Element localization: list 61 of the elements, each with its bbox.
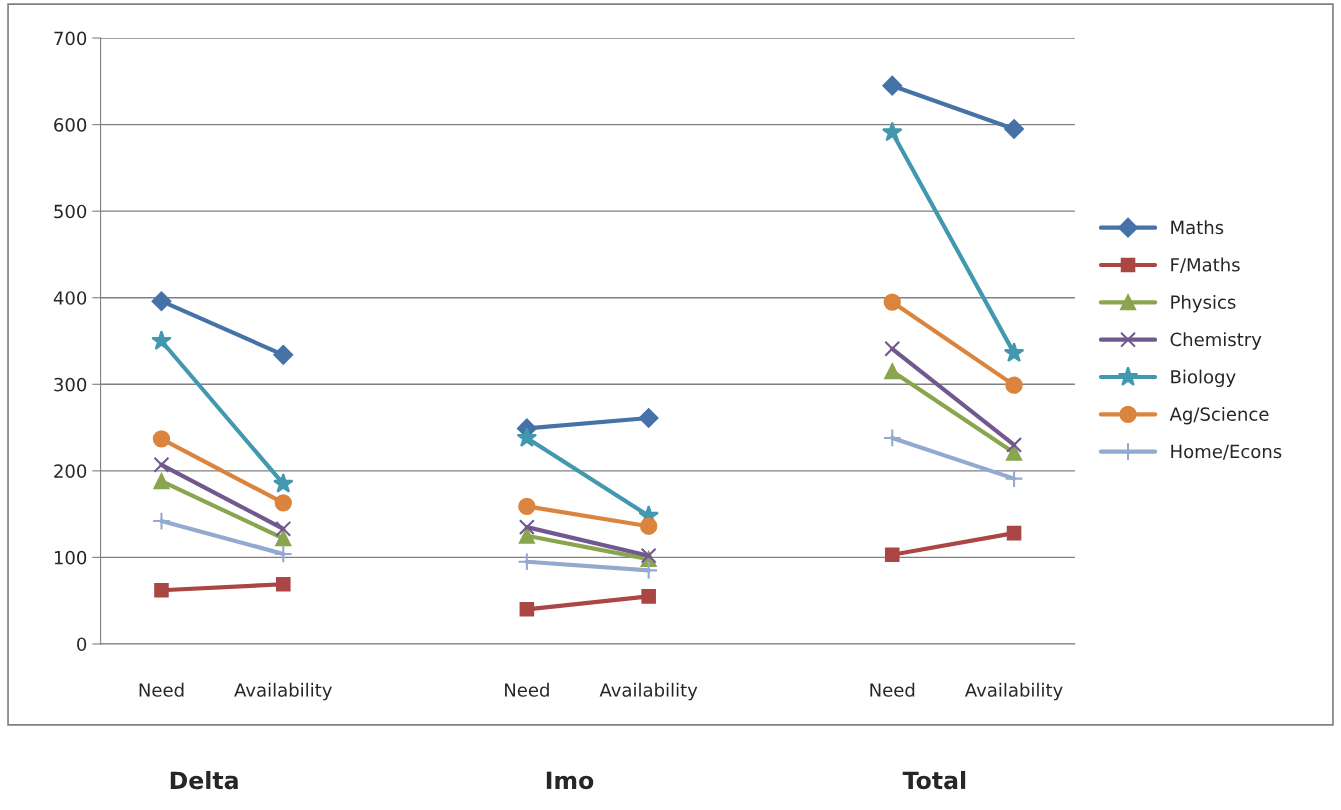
point bbox=[882, 75, 903, 96]
point bbox=[274, 494, 292, 512]
point bbox=[273, 544, 293, 564]
point bbox=[151, 330, 172, 350]
point bbox=[153, 456, 170, 473]
point bbox=[640, 547, 657, 564]
point bbox=[518, 519, 535, 536]
point bbox=[638, 408, 659, 428]
y-tick-label: 300 bbox=[54, 377, 87, 392]
legend-label: Physics bbox=[1171, 294, 1236, 313]
y-tick-label: 600 bbox=[54, 118, 87, 132]
point bbox=[882, 428, 902, 448]
point bbox=[1005, 376, 1023, 394]
y-tick-label: 0 bbox=[77, 637, 87, 652]
y-tick-label: 500 bbox=[54, 204, 87, 219]
point bbox=[152, 511, 171, 531]
legend-label: F/Maths bbox=[1171, 257, 1240, 273]
point bbox=[1003, 342, 1025, 363]
point bbox=[884, 547, 900, 563]
legend-label: Ag/Science bbox=[1169, 406, 1269, 425]
point bbox=[883, 293, 901, 311]
point bbox=[275, 530, 292, 547]
point bbox=[518, 527, 535, 544]
text: Total bbox=[902, 770, 966, 790]
point bbox=[275, 576, 291, 592]
point bbox=[881, 121, 903, 142]
x-tick-label: Need bbox=[505, 682, 549, 697]
point bbox=[1006, 436, 1023, 453]
legend-label: Maths bbox=[1171, 220, 1224, 235]
y-tick-label: 200 bbox=[54, 464, 87, 478]
point bbox=[154, 583, 169, 598]
point bbox=[151, 291, 172, 312]
legend-label: Home/Econs bbox=[1171, 444, 1282, 460]
point bbox=[1004, 119, 1024, 139]
point bbox=[516, 427, 538, 447]
point bbox=[641, 589, 656, 604]
point bbox=[275, 520, 292, 537]
point bbox=[519, 602, 535, 617]
point bbox=[517, 552, 537, 572]
point bbox=[884, 340, 901, 357]
point bbox=[518, 497, 536, 516]
point bbox=[153, 473, 170, 490]
text: Delta bbox=[170, 770, 238, 790]
x-tick-label: Availability bbox=[964, 682, 1063, 701]
legend-label: Chemistry bbox=[1170, 332, 1262, 350]
point bbox=[884, 363, 901, 380]
point bbox=[152, 430, 171, 448]
point bbox=[1006, 525, 1022, 541]
text: Imo bbox=[546, 771, 594, 790]
x-tick-label: Availability bbox=[599, 682, 698, 701]
y-tick-label: 400 bbox=[53, 291, 87, 305]
point bbox=[272, 473, 294, 493]
y-tick-label: 100 bbox=[54, 550, 87, 565]
x-tick-label: Availability bbox=[234, 682, 332, 701]
y-tick-label: 700 bbox=[54, 31, 87, 46]
point bbox=[639, 517, 658, 535]
x-tick-label: Need bbox=[139, 682, 184, 697]
point bbox=[1004, 469, 1024, 489]
legend-label: Biology bbox=[1171, 369, 1236, 388]
point bbox=[273, 344, 294, 365]
x-tick-label: Need bbox=[870, 682, 915, 697]
